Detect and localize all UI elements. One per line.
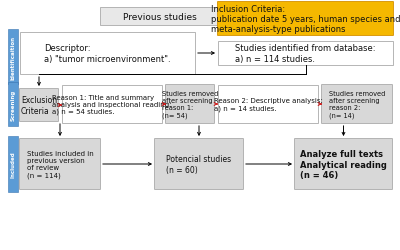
FancyBboxPatch shape <box>218 86 318 124</box>
Text: Identificaition: Identificaition <box>10 35 16 79</box>
FancyBboxPatch shape <box>20 139 100 190</box>
FancyBboxPatch shape <box>62 86 162 124</box>
FancyBboxPatch shape <box>20 89 58 122</box>
Text: Exclusion
Criteria: Exclusion Criteria <box>21 96 57 115</box>
Text: Previous studies: Previous studies <box>123 12 197 22</box>
FancyBboxPatch shape <box>154 139 244 190</box>
FancyBboxPatch shape <box>294 139 392 190</box>
Text: Potencial studies
(n = 60): Potencial studies (n = 60) <box>166 155 232 174</box>
Text: Reason 1: Title and summary
analysis and inspectional reading:
a) n = 54 studies: Reason 1: Title and summary analysis and… <box>52 94 172 115</box>
Text: Descriptor:
a) "tumor microenvironment".: Descriptor: a) "tumor microenvironment". <box>44 44 171 64</box>
FancyBboxPatch shape <box>100 8 220 26</box>
Text: Reason 2: Descriptive analysis:
a) n = 14 studies.: Reason 2: Descriptive analysis: a) n = 1… <box>214 98 322 111</box>
Text: Studies removed
after screening
reason 1:
(n= 54): Studies removed after screening reason 1… <box>162 91 218 118</box>
FancyBboxPatch shape <box>8 136 18 192</box>
FancyBboxPatch shape <box>218 2 394 36</box>
Text: Inclusion Criteria:
publication date 5 years, human species and
meta-analysis-ty: Inclusion Criteria: publication date 5 y… <box>211 4 400 34</box>
Text: Studies identified from database:
a) n = 114 studies.: Studies identified from database: a) n =… <box>235 44 376 64</box>
Text: Screening: Screening <box>10 89 16 120</box>
FancyBboxPatch shape <box>166 85 214 124</box>
FancyBboxPatch shape <box>8 30 18 85</box>
FancyBboxPatch shape <box>8 83 18 126</box>
Text: Included: Included <box>10 151 16 178</box>
FancyBboxPatch shape <box>20 33 195 75</box>
FancyBboxPatch shape <box>322 85 392 124</box>
FancyBboxPatch shape <box>218 42 393 66</box>
Text: Studies removed
after screening
reason 2:
(n= 14): Studies removed after screening reason 2… <box>329 91 385 118</box>
Text: Analyze full texts
Analytical reading
(n = 46): Analyze full texts Analytical reading (n… <box>300 150 387 179</box>
Text: Studies included in
previous version
of review
(n = 114): Studies included in previous version of … <box>27 151 93 178</box>
